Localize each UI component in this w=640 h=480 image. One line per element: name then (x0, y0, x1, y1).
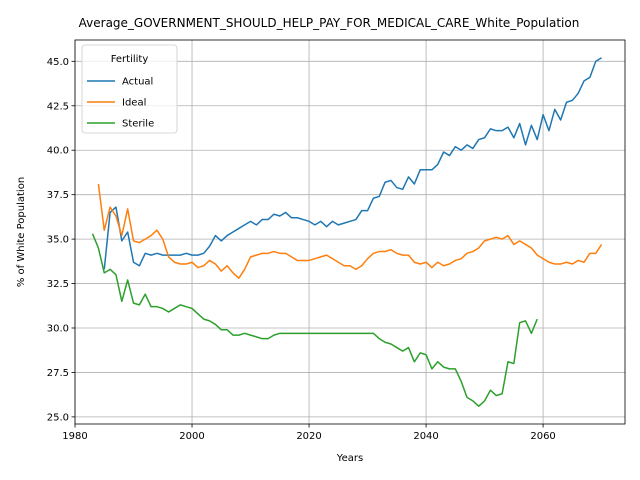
x-tick-label: 2060 (530, 431, 555, 442)
plot-area-frame (74, 39, 626, 425)
legend-label-actual: Actual (122, 77, 153, 88)
chart-title: Average_GOVERNMENT_SHOULD_HELP_PAY_FOR_M… (79, 16, 580, 30)
y-axis-label: % of White Population (16, 177, 27, 287)
y-tick-label: 25.0 (47, 412, 69, 423)
x-axis-label: Years (336, 453, 363, 464)
y-tick-label: 27.5 (47, 368, 69, 379)
y-tick-label: 30.0 (47, 324, 69, 335)
legend: Fertility Actual Ideal Sterile (81, 44, 178, 134)
axis-ticks: 1980 2000 2020 2040 2060 25.0 27.5 30.0 32.5 35.0… (47, 57, 556, 442)
y-tick-label: 45.0 (47, 57, 69, 68)
x-tick-label: 2020 (296, 431, 321, 442)
x-tick-label: 2000 (179, 431, 204, 442)
x-tick-label: 1980 (62, 431, 87, 442)
series-lines (91, 57, 603, 407)
legend-box (81, 44, 178, 134)
legend-title: Fertility (111, 54, 149, 65)
series-line-sterile (91, 233, 538, 407)
y-tick-label: 42.5 (47, 101, 69, 112)
legend-label-ideal: Ideal (122, 98, 146, 109)
grid-lines (74, 40, 625, 424)
y-tick-label: 37.5 (47, 190, 69, 201)
series-line-actual (103, 57, 602, 270)
x-tick-label: 2040 (413, 431, 438, 442)
series-line-ideal (97, 183, 603, 279)
legend-label-sterile: Sterile (122, 119, 154, 130)
y-tick-label: 32.5 (47, 279, 69, 290)
y-tick-label: 35.0 (47, 235, 69, 246)
y-tick-label: 40.0 (47, 146, 69, 157)
